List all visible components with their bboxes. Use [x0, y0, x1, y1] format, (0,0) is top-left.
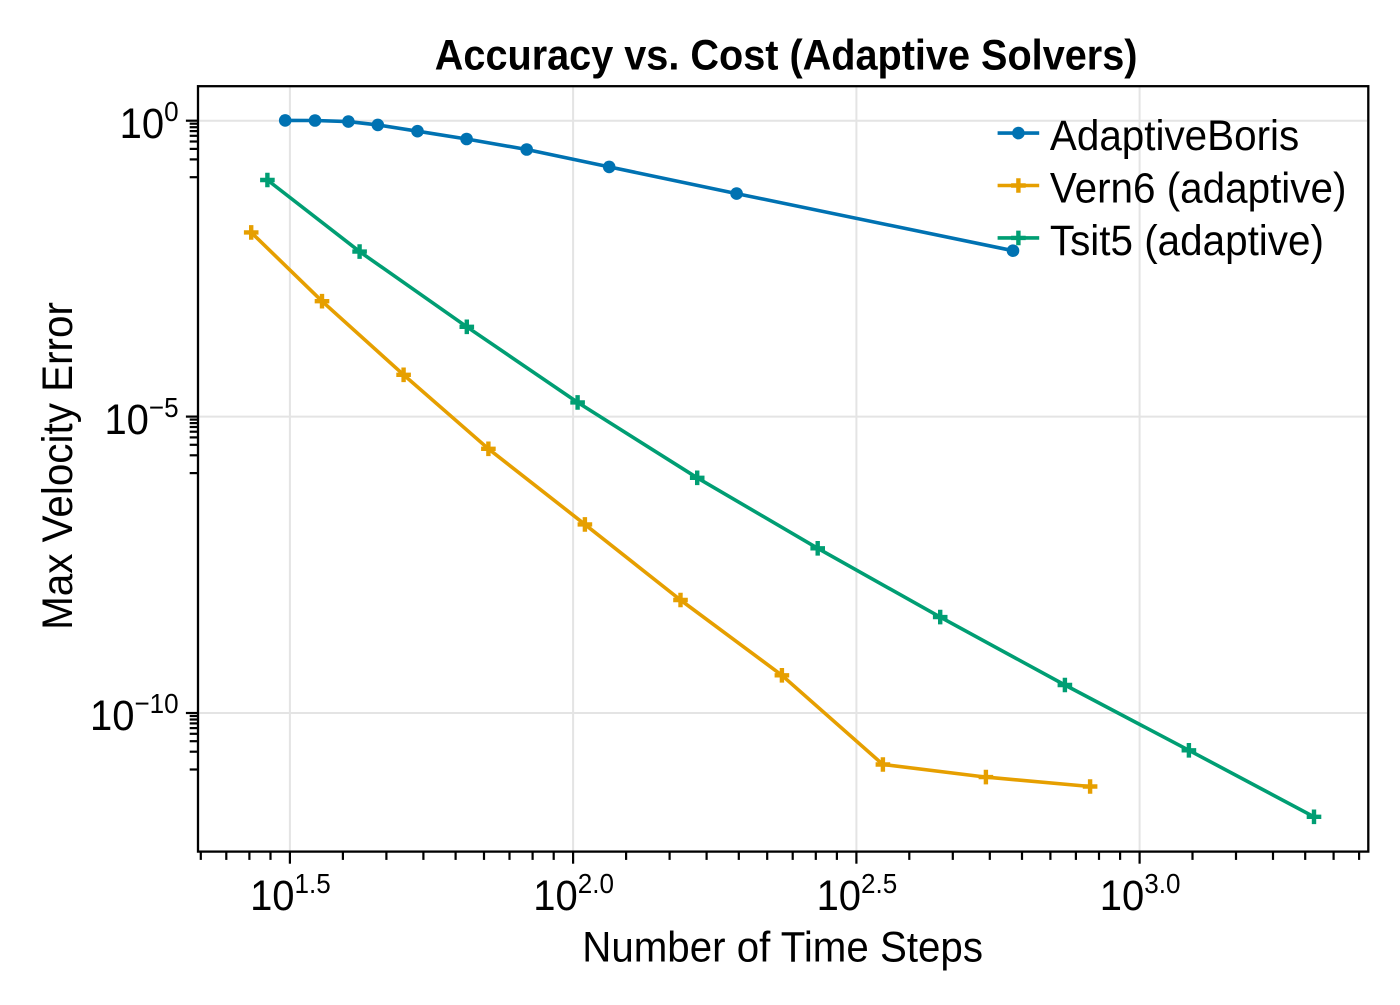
svg-text:Max Velocity Error: Max Velocity Error — [33, 302, 81, 630]
svg-text:AdaptiveBoris: AdaptiveBoris — [1050, 111, 1299, 159]
svg-text:103.0: 103.0 — [1100, 868, 1181, 919]
svg-text:Vern6 (adaptive): Vern6 (adaptive) — [1050, 163, 1347, 211]
svg-text:Tsit5 (adaptive): Tsit5 (adaptive) — [1050, 216, 1324, 264]
svg-text:10−5: 10−5 — [104, 392, 178, 443]
svg-text:Accuracy vs. Cost (Adaptive So: Accuracy vs. Cost (Adaptive Solvers) — [435, 31, 1138, 79]
svg-text:Number of Time Steps: Number of Time Steps — [582, 922, 983, 971]
svg-text:102.0: 102.0 — [533, 868, 614, 919]
